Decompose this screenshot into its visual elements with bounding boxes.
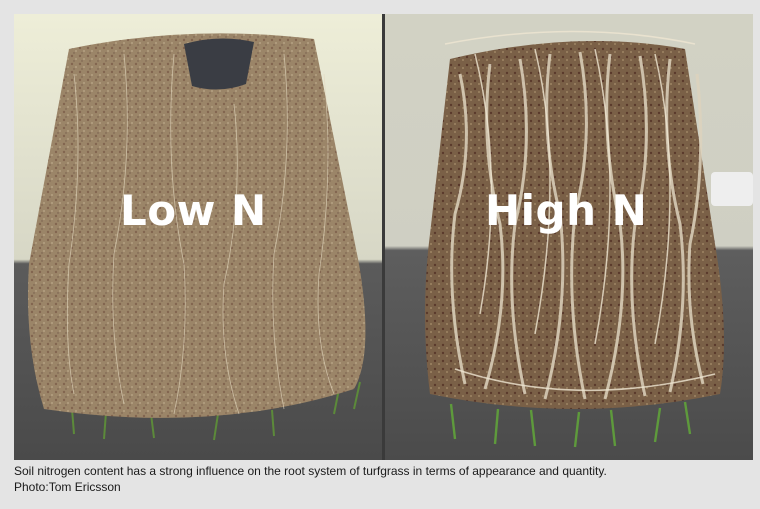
photo-figure: Low N — [14, 14, 753, 460]
root-ball-high-nitrogen-image — [385, 14, 753, 460]
figure-caption: Soil nitrogen content has a strong influ… — [14, 463, 754, 495]
photo-low-nitrogen: Low N — [14, 14, 382, 460]
photo-high-nitrogen: High N — [385, 14, 753, 460]
photo-credit: Photo:Tom Ericsson — [14, 480, 121, 494]
photo-label-high-n: High N — [485, 186, 648, 235]
caption-text: Soil nitrogen content has a strong influ… — [14, 464, 607, 478]
root-ball-low-nitrogen-image — [14, 14, 382, 460]
photo-label-low-n: Low N — [120, 186, 267, 235]
